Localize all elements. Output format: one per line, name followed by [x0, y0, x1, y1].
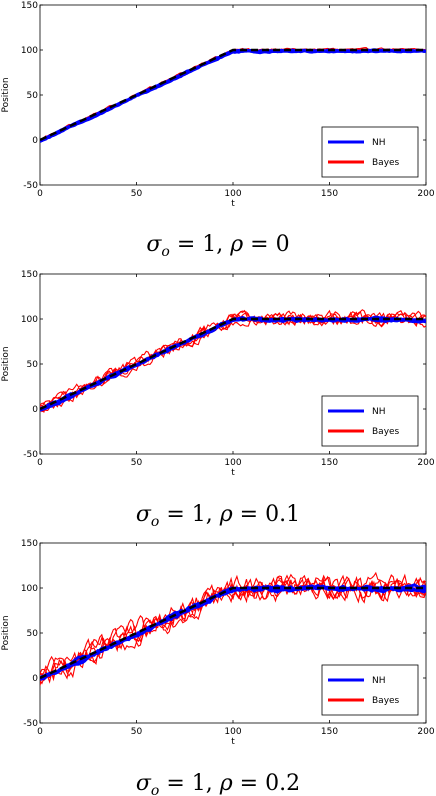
- y-axis-label: Position: [1, 615, 11, 650]
- series-line-truth: [40, 317, 426, 411]
- panel-caption: σo = 1, ρ = 0.2: [136, 771, 300, 796]
- y-tick-label: 0: [32, 405, 38, 415]
- y-tick-label: 100: [21, 584, 38, 594]
- legend-box: [321, 664, 419, 716]
- x-tick-label: 200: [417, 727, 434, 737]
- x-tick-label: 150: [321, 727, 338, 737]
- x-axis-label: t: [231, 468, 235, 478]
- x-tick-label: 50: [131, 727, 143, 737]
- x-tick-label: 200: [417, 458, 434, 468]
- x-tick-label: 150: [321, 189, 338, 199]
- chart-panel-3: 0 50 100 150 200-50050100150tPositionNHBayes…: [1, 539, 435, 796]
- y-tick-label: 150: [21, 1, 38, 11]
- legend-label-bayes: Bayes: [372, 158, 400, 168]
- y-axis-label: Position: [1, 346, 11, 381]
- x-axis-label: t: [231, 199, 235, 209]
- x-tick-label: 150: [321, 458, 338, 468]
- legend-label-bayes: Bayes: [372, 696, 400, 706]
- y-tick-label: 150: [21, 270, 38, 280]
- series-group: [40, 47, 426, 143]
- legend: NH Bayes: [321, 395, 419, 447]
- y-tick-label: 50: [27, 629, 39, 639]
- y-tick-label: 0: [32, 674, 38, 684]
- y-tick-label: -50: [23, 181, 38, 191]
- panel-caption: σo = 1, ρ = 0.1: [136, 502, 300, 530]
- x-tick-label: 200: [417, 189, 434, 199]
- y-axis-label: Position: [1, 77, 11, 112]
- series-line-bayes: [40, 574, 426, 686]
- x-tick-label: 50: [131, 458, 143, 468]
- y-tick-label: -50: [23, 719, 38, 729]
- chart-panel-2: 0 50 100 150 200-50050100150tPositionNHBayes…: [1, 270, 435, 530]
- x-tick-label: 100: [224, 727, 241, 737]
- x-tick-label: 0: [37, 458, 43, 468]
- y-tick-label: 100: [21, 46, 38, 56]
- x-tick-label: 50: [131, 189, 143, 199]
- x-tick-label: 100: [224, 189, 241, 199]
- legend-label-bayes: Bayes: [372, 427, 400, 437]
- x-tick-label: 100: [224, 458, 241, 468]
- chart-panel-1: 0 50 100 150 200-50050100150tPositionNHBayes…: [1, 1, 435, 260]
- series-group: [40, 309, 426, 413]
- legend-label-nh: NH: [372, 138, 386, 148]
- y-tick-label: -50: [23, 450, 38, 460]
- x-axis-label: t: [231, 737, 235, 747]
- y-tick-label: 50: [27, 360, 39, 370]
- y-tick-label: 0: [32, 136, 38, 146]
- legend-box: [321, 395, 419, 447]
- legend-label-nh: NH: [372, 676, 386, 686]
- series-group: [40, 571, 426, 686]
- series-line-truth: [40, 48, 426, 142]
- panel-caption: σo = 1, ρ = 0: [146, 232, 289, 260]
- y-tick-label: 150: [21, 539, 38, 549]
- legend-box: [321, 126, 419, 178]
- x-tick-label: 0: [37, 727, 43, 737]
- legend-label-nh: NH: [372, 407, 386, 417]
- legend: NH Bayes: [321, 126, 419, 178]
- x-tick-label: 0: [37, 189, 43, 199]
- y-tick-label: 50: [27, 91, 39, 101]
- legend: NH Bayes: [321, 664, 419, 716]
- series-line-truth: [40, 586, 426, 680]
- y-tick-label: 100: [21, 315, 38, 325]
